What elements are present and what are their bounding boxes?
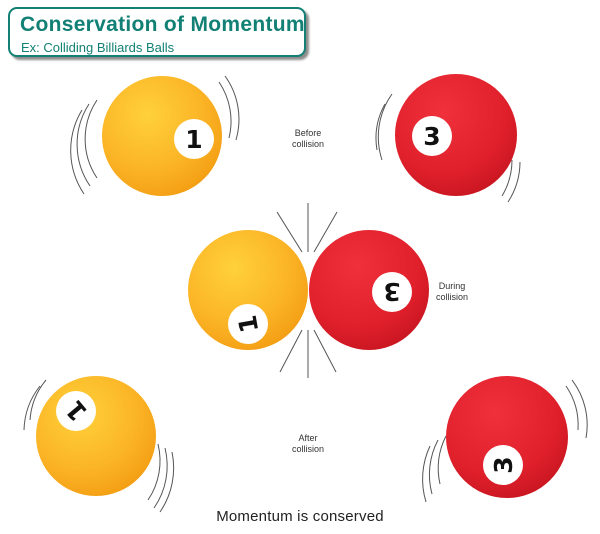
motion-line: [84, 99, 98, 179]
ball-number: 3: [489, 456, 518, 473]
motion-line: [507, 161, 521, 203]
motion-line: [571, 379, 588, 439]
ball-3-body: [446, 376, 568, 498]
number-badge: [228, 304, 268, 344]
ball-1-body: [102, 76, 222, 196]
motion-line: [29, 379, 47, 421]
motion-line: [224, 75, 240, 141]
ball-3-before: 3: [375, 74, 521, 203]
motion-line: [23, 385, 41, 431]
ball-3-during: 3: [309, 230, 429, 350]
motion-line: [153, 447, 168, 509]
ball-number: 3: [383, 277, 400, 306]
impact-lines: [276, 203, 338, 378]
motion-line: [437, 435, 447, 485]
motion-line: [422, 445, 431, 503]
ball-1-body: [188, 230, 308, 350]
motion-line: [218, 81, 232, 139]
ball-number: 1: [185, 125, 202, 154]
diagram-subtitle: Ex: Colliding Billiards Balls: [21, 40, 175, 55]
motion-line: [70, 109, 85, 195]
motion-line: [501, 159, 513, 197]
ball-3-body: [309, 230, 429, 350]
motion-line: [565, 385, 579, 431]
title-box: Conservation of Momentum Ex: Colliding B…: [8, 7, 306, 57]
label-after: After collision: [291, 433, 324, 454]
ball-1-before: 1: [70, 75, 240, 196]
motion-line: [76, 103, 91, 187]
ball-number: 3: [423, 122, 440, 151]
number-badge: [372, 272, 412, 312]
number-badge: [483, 445, 523, 485]
ball-1-after: 1: [23, 376, 175, 513]
diagram-title: Conservation of Momentum: [20, 13, 305, 36]
ball-3-after: 3: [422, 376, 588, 503]
number-badge: [412, 116, 452, 156]
ball-3-body: [395, 74, 517, 196]
motion-line: [159, 451, 175, 513]
motion-line: [147, 443, 161, 501]
motion-line: [428, 439, 439, 495]
number-badge: [174, 119, 214, 159]
number-badge: [56, 391, 96, 431]
motion-line: [377, 93, 393, 161]
label-during: During collision: [435, 281, 468, 302]
ball-1-during: 1: [188, 230, 308, 350]
label-before: Before collision: [291, 128, 324, 149]
motion-line: [375, 103, 386, 151]
ball-number: 1: [233, 313, 265, 335]
caption: Momentum is conserved: [216, 508, 384, 525]
ball-1-body: [36, 376, 156, 496]
